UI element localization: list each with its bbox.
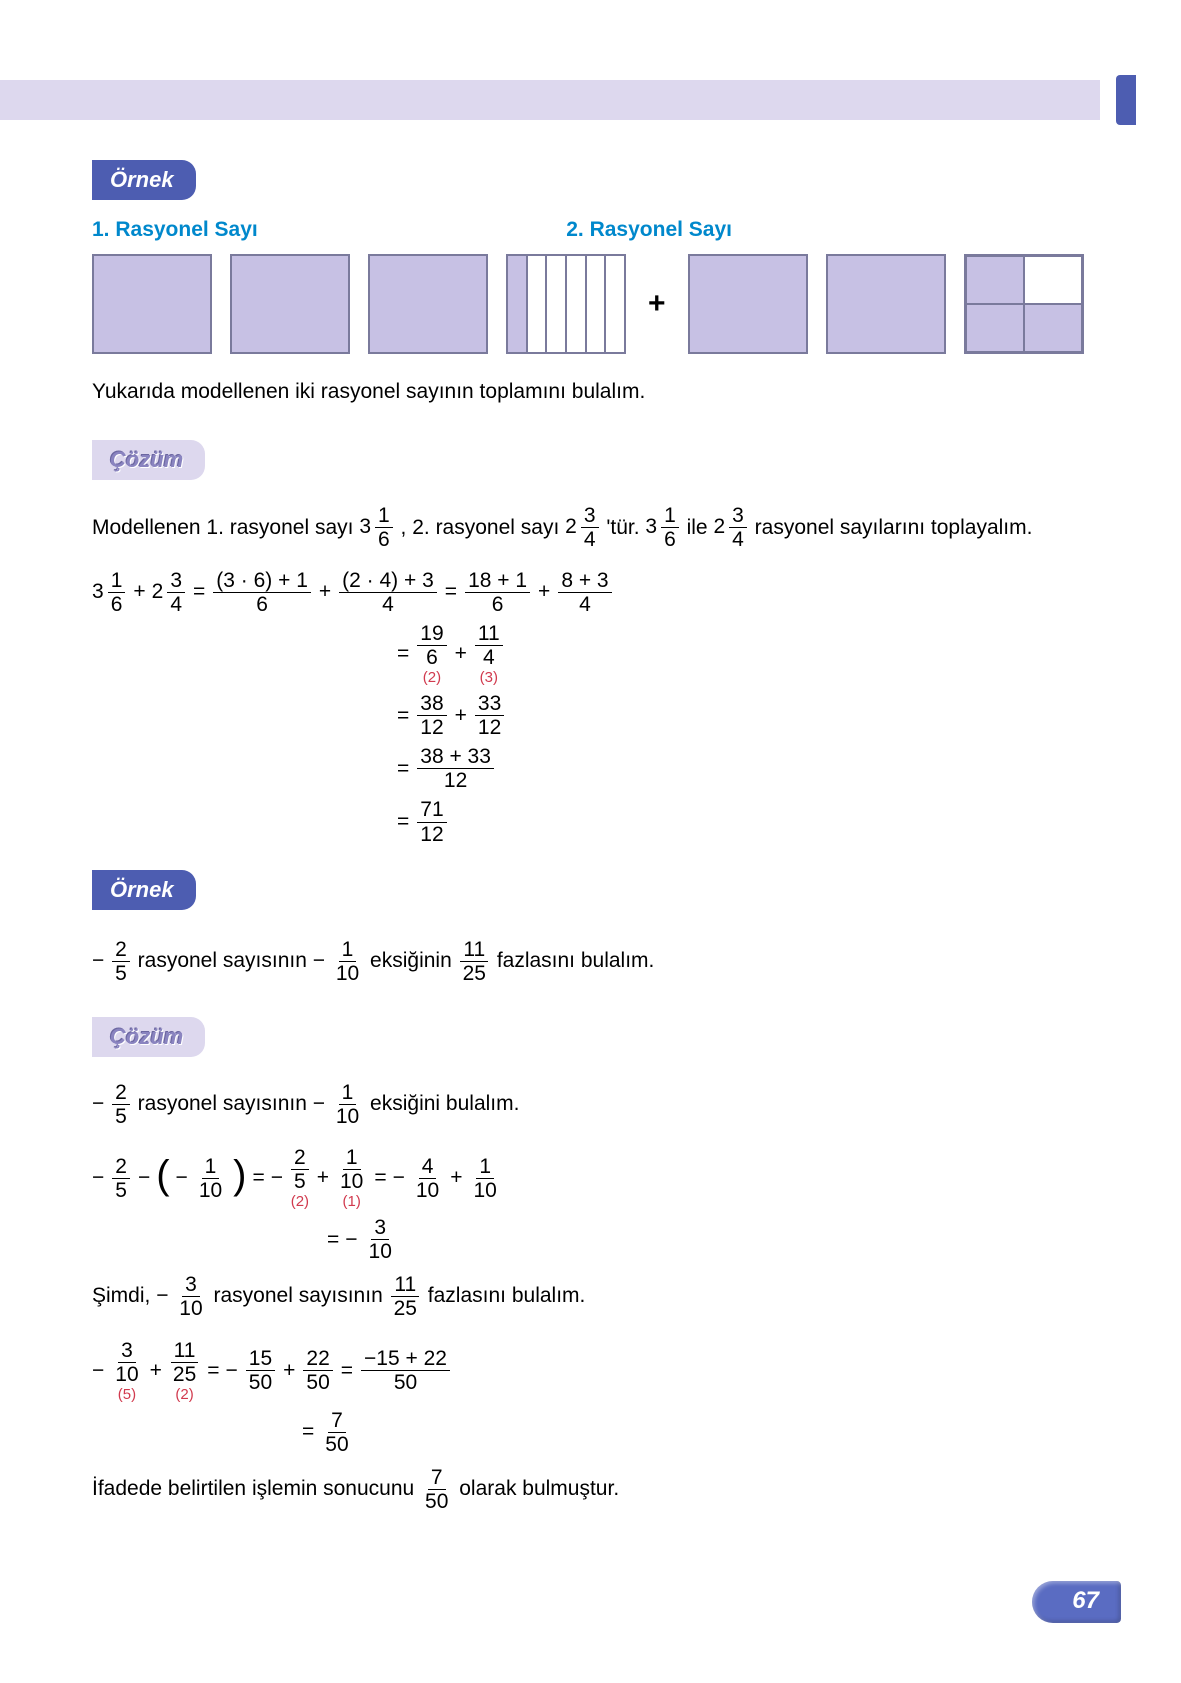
page-content: Örnek 1. Rasyonel Sayı 2. Rasyonel Sayı … (92, 160, 1092, 1531)
mixed-fraction: 234 (713, 504, 748, 551)
equation-block-3: − 310 (5) + 1125 (2) = − 1550 + 2250 = −… (92, 1339, 1092, 1456)
page-number: 67 (1032, 1581, 1121, 1623)
cozum-badge: Çözüm (92, 440, 205, 480)
fraction-diagram: + (92, 254, 1092, 354)
mixed-fraction: 234 (565, 504, 600, 551)
text: rasyonel sayılarını toplayalım. (755, 515, 1033, 538)
text: , 2. rasyonel sayı (401, 515, 566, 538)
example-2-text: − 25 rasyonel sayısının − 110 eksiğinin … (92, 938, 1092, 985)
heading-2: 2. Rasyonel Sayı (566, 218, 732, 242)
mixed-fraction: 316 (645, 504, 680, 551)
whole-square (92, 254, 212, 354)
tab-mark (1116, 75, 1136, 125)
text: ile (687, 515, 714, 538)
quarters-square (964, 254, 1084, 354)
cozum-badge: Çözüm (92, 1017, 205, 1057)
paragraph: Yukarıda modellenen iki rasyonel sayının… (92, 376, 1092, 408)
mixed-fraction: 316 (359, 504, 394, 551)
ornek-badge: Örnek (92, 160, 196, 200)
whole-square (230, 254, 350, 354)
equation-block-1: 316 + 234 = (3 · 6) + 16 + (2 · 4) + 34 … (92, 569, 1092, 846)
whole-square (368, 254, 488, 354)
whole-square (688, 254, 808, 354)
model-sentence: Modellenen 1. rasyonel sayı 316 , 2. ras… (92, 504, 1092, 551)
text: Modellenen 1. rasyonel sayı (92, 515, 359, 538)
sixths-square (506, 254, 626, 354)
whole-square (826, 254, 946, 354)
text: 'tür. (606, 515, 645, 538)
top-band (0, 80, 1100, 120)
solution-2b-text: Şimdi, − 310 rasyonel sayısının 1125 faz… (92, 1273, 1092, 1320)
heading-1: 1. Rasyonel Sayı (92, 218, 258, 242)
equation-block-2: − 25 − ( − 110 ) = − 25 (2) + 110 (1) = … (92, 1146, 1092, 1263)
final-sentence: İfadede belirtilen işlemin sonucunu 750 … (92, 1466, 1092, 1513)
plus-sign: + (644, 287, 670, 321)
solution-2a-text: − 25 rasyonel sayısının − 110 eksiğini b… (92, 1081, 1092, 1128)
ornek-badge: Örnek (92, 870, 196, 910)
